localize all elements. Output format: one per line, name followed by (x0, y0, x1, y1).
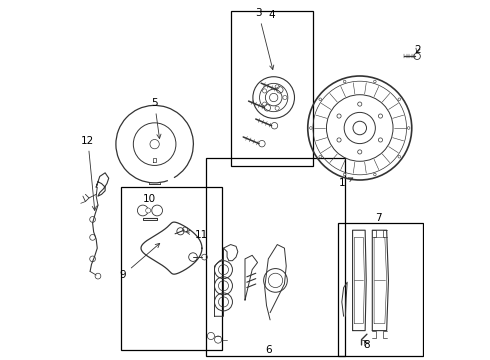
Circle shape (358, 102, 362, 106)
Circle shape (373, 80, 376, 83)
Text: 12: 12 (81, 136, 97, 210)
Circle shape (353, 121, 367, 135)
Circle shape (270, 93, 278, 102)
Circle shape (358, 150, 362, 154)
Circle shape (319, 156, 321, 158)
Bar (122, 187, 221, 350)
Text: 1: 1 (339, 178, 353, 188)
Text: 10: 10 (142, 194, 155, 204)
Text: 8: 8 (364, 340, 370, 350)
Circle shape (398, 98, 401, 100)
Text: 4: 4 (269, 10, 275, 20)
Circle shape (146, 208, 151, 213)
Circle shape (263, 102, 267, 106)
Circle shape (343, 80, 346, 83)
Circle shape (337, 138, 341, 142)
Circle shape (378, 138, 383, 142)
Text: 5: 5 (151, 98, 161, 139)
Circle shape (319, 98, 321, 100)
Text: 7: 7 (375, 213, 382, 223)
Text: 9: 9 (120, 243, 160, 280)
Text: 2: 2 (414, 45, 421, 55)
Circle shape (407, 127, 410, 129)
Bar (205, 158, 345, 356)
Bar (231, 12, 313, 166)
Circle shape (150, 139, 159, 149)
Circle shape (263, 89, 267, 93)
Circle shape (378, 114, 383, 118)
Text: 6: 6 (265, 345, 271, 355)
Circle shape (373, 173, 376, 176)
Circle shape (310, 127, 312, 129)
Circle shape (337, 114, 341, 118)
Circle shape (275, 106, 279, 110)
Bar (338, 223, 422, 356)
Circle shape (343, 173, 346, 176)
Circle shape (275, 85, 279, 89)
Text: 11: 11 (186, 230, 208, 239)
Circle shape (283, 95, 287, 100)
Text: 3: 3 (255, 8, 274, 69)
Circle shape (398, 156, 401, 158)
